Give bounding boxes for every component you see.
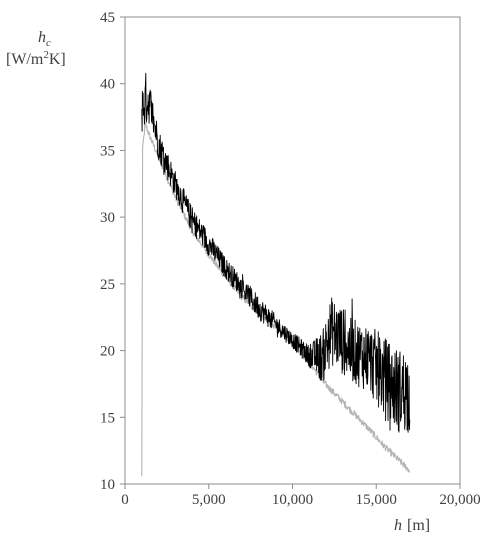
y-tick-label: 15 — [100, 410, 115, 426]
y-tick-label: 30 — [100, 210, 115, 226]
x-tick-label: 10,000 — [272, 492, 313, 508]
axes — [120, 16, 461, 489]
x-tick-label: 5,000 — [192, 492, 226, 508]
y-tick-label: 35 — [100, 143, 115, 159]
y-tick-label: 45 — [100, 10, 115, 26]
y-tick-label: 10 — [100, 477, 115, 493]
x-axis-title: h [m] — [394, 517, 430, 534]
y-tick-label: 20 — [100, 344, 115, 360]
x-tick-label: 0 — [121, 492, 129, 508]
series-layer — [141, 72, 411, 477]
x-axis-symbol: h — [394, 517, 402, 534]
x-tick-label: 15,000 — [356, 492, 397, 508]
y-axis-symbol: hc — [38, 29, 51, 49]
y-axis-title: hc [W/m2K] — [6, 29, 66, 68]
y-tick-label: 40 — [100, 77, 115, 93]
series-line-black — [141, 72, 411, 433]
series-line-gray — [141, 121, 411, 477]
x-axis-unit: [m] — [407, 517, 430, 534]
tick-labels: 10 15 20 25 30 35 40 45 0 5,000 10,000 15,000 20,000 — [100, 10, 481, 508]
y-axis-unit: [W/m2K] — [6, 49, 66, 68]
y-tick-label: 25 — [100, 277, 115, 293]
x-tick-label: 20,000 — [439, 492, 480, 508]
